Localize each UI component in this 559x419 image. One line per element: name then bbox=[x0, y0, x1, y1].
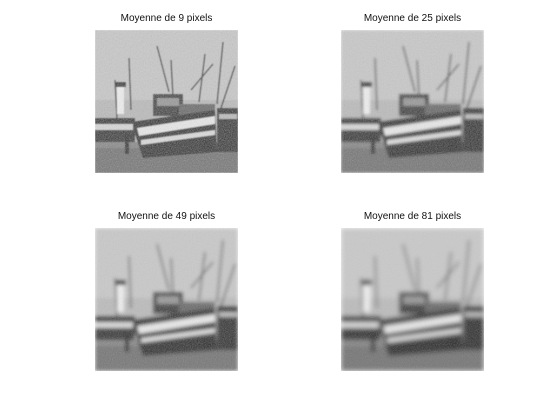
boat-image bbox=[341, 30, 484, 173]
panel-title: Moyenne de 9 pixels bbox=[120, 13, 213, 24]
boat-scene bbox=[95, 30, 238, 173]
panel-title: Moyenne de 25 pixels bbox=[363, 13, 462, 24]
panel-title: Moyenne de 81 pixels bbox=[363, 211, 462, 222]
boat-scene bbox=[341, 30, 484, 173]
boat-image bbox=[341, 228, 484, 371]
boat-image bbox=[95, 228, 238, 371]
panel-title: Moyenne de 49 pixels bbox=[117, 211, 216, 222]
boat-scene bbox=[95, 228, 238, 371]
boat-scene bbox=[341, 228, 484, 371]
boat-image bbox=[95, 30, 238, 173]
